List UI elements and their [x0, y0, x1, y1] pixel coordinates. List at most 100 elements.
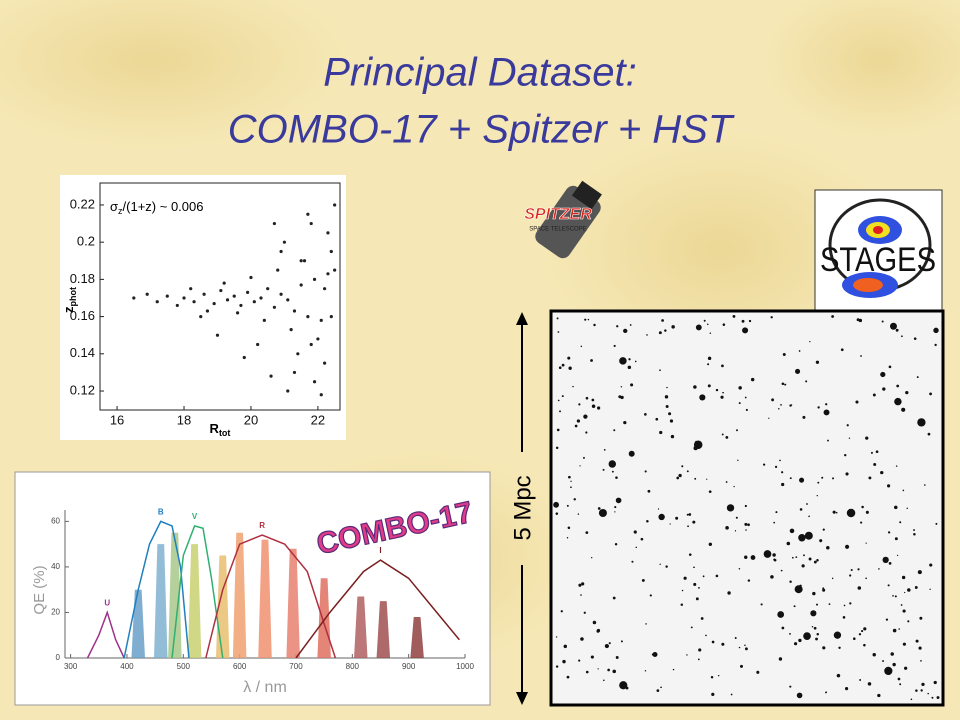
star — [732, 315, 736, 318]
star — [895, 465, 898, 467]
star — [816, 558, 819, 562]
star — [927, 692, 929, 695]
star — [848, 437, 851, 439]
star — [730, 693, 733, 696]
point — [256, 342, 260, 347]
star — [907, 588, 911, 592]
star — [819, 539, 823, 543]
star — [711, 692, 715, 696]
star — [858, 318, 863, 323]
star — [658, 331, 662, 335]
star — [641, 578, 645, 582]
point — [312, 277, 317, 281]
star — [745, 408, 748, 412]
point — [319, 393, 323, 397]
star — [861, 505, 864, 509]
star — [681, 589, 684, 592]
star — [687, 525, 689, 528]
star — [720, 395, 724, 399]
star — [585, 531, 589, 535]
star — [840, 348, 844, 352]
curve-label: V — [192, 512, 198, 521]
star — [748, 319, 752, 323]
star — [888, 365, 892, 369]
star — [838, 646, 841, 649]
star — [773, 558, 776, 561]
star — [558, 366, 562, 370]
star — [738, 402, 741, 405]
point — [175, 303, 179, 308]
star — [872, 393, 876, 397]
point — [323, 287, 327, 291]
star — [856, 318, 860, 322]
star — [710, 676, 714, 679]
title-line: Principal Dataset: — [323, 51, 636, 95]
star — [801, 564, 805, 568]
star — [597, 406, 601, 410]
point — [165, 294, 169, 298]
star — [882, 660, 885, 663]
star — [557, 331, 560, 333]
point — [249, 275, 253, 280]
star — [803, 632, 811, 640]
star — [598, 508, 607, 518]
x-tick-label: 300 — [64, 662, 78, 671]
star — [805, 380, 808, 383]
star — [910, 698, 913, 701]
star — [649, 594, 652, 597]
star — [881, 320, 884, 323]
filter-band — [410, 617, 424, 658]
star — [655, 417, 659, 421]
star — [660, 686, 662, 689]
star — [901, 335, 903, 338]
label-part: tot — [219, 428, 231, 438]
star — [635, 546, 638, 549]
star — [897, 677, 901, 681]
y-tick-label: 0.14 — [70, 345, 95, 360]
star — [681, 465, 684, 468]
point — [299, 259, 303, 263]
star — [664, 329, 667, 332]
star — [849, 574, 852, 577]
star — [863, 643, 866, 647]
star — [614, 506, 617, 509]
star — [902, 642, 906, 646]
star — [817, 481, 820, 484]
star — [894, 537, 898, 541]
star — [913, 529, 915, 531]
star — [614, 543, 618, 546]
star — [703, 319, 706, 322]
point — [282, 240, 287, 244]
star — [620, 640, 623, 643]
star — [556, 428, 560, 432]
star — [738, 386, 742, 390]
star — [646, 334, 648, 336]
star — [680, 603, 684, 607]
star — [585, 431, 588, 434]
star — [756, 670, 760, 674]
star — [804, 531, 813, 540]
point — [272, 221, 276, 226]
star — [734, 530, 737, 532]
star — [657, 508, 660, 510]
point — [276, 268, 280, 272]
star — [821, 476, 824, 479]
star — [892, 628, 897, 633]
star — [884, 666, 893, 676]
filter-band — [232, 532, 247, 658]
star — [715, 574, 719, 578]
star — [808, 515, 810, 518]
star — [835, 511, 838, 514]
star — [780, 404, 782, 406]
star — [603, 448, 606, 451]
curve-label: I — [379, 546, 381, 555]
point — [199, 314, 203, 319]
star — [634, 360, 637, 363]
star — [597, 507, 601, 510]
star — [777, 611, 785, 618]
star — [844, 453, 847, 457]
star — [798, 638, 802, 643]
star — [933, 680, 937, 685]
star — [760, 603, 763, 606]
